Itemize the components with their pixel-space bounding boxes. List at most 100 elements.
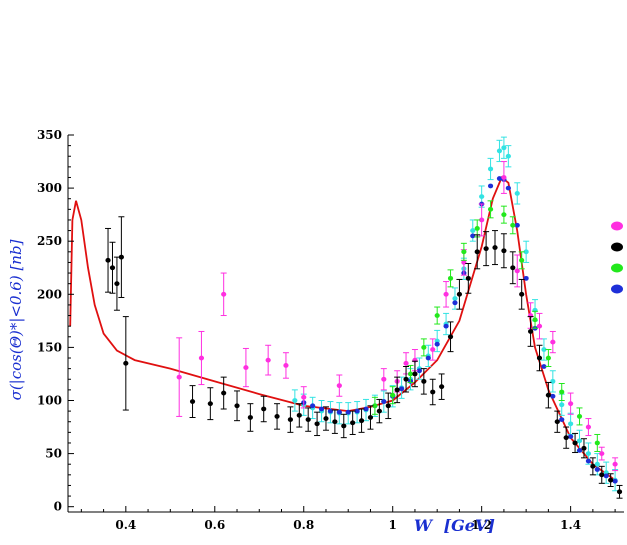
data-point [572, 440, 578, 446]
data-point [456, 291, 463, 297]
data-point [430, 389, 436, 395]
data-point [550, 393, 556, 399]
data-point [501, 248, 507, 254]
data-point [536, 323, 543, 329]
data-point [198, 355, 205, 361]
data-point [545, 355, 551, 361]
data-point [372, 403, 378, 409]
data-point [105, 257, 111, 263]
data-point [376, 408, 382, 414]
data-point [221, 291, 227, 297]
data-point [447, 334, 454, 340]
data-point [585, 424, 592, 430]
data-point [287, 417, 293, 423]
data-point [358, 418, 365, 424]
data-point [496, 176, 503, 181]
data-point [189, 399, 196, 404]
data-point [403, 376, 409, 382]
legend-marker [611, 284, 623, 294]
data-point [568, 401, 574, 407]
data-point [559, 402, 565, 408]
data-point [394, 387, 400, 393]
data-point [314, 421, 320, 427]
data-point [465, 275, 471, 281]
data-point [563, 435, 569, 441]
data-point [207, 401, 213, 407]
data-point [541, 364, 547, 369]
data-point [545, 392, 551, 398]
data-point [434, 341, 440, 347]
data-point [403, 360, 409, 366]
y-tick-label: 50 [45, 447, 62, 461]
data-point [381, 399, 387, 404]
data-point [452, 300, 458, 306]
data-point [519, 291, 525, 297]
x-tick-label: 1.4 [560, 518, 581, 532]
data-point [336, 383, 342, 389]
data-point [301, 394, 307, 400]
data-point [283, 363, 289, 368]
data-point [430, 347, 436, 352]
data-point [505, 185, 511, 191]
data-point [443, 323, 449, 329]
data-point [345, 409, 351, 415]
x-tick-label: 0.4 [115, 518, 136, 532]
data-point [385, 403, 391, 409]
data-point [519, 257, 525, 263]
data-point [523, 275, 529, 281]
data-point [568, 434, 574, 439]
data-point [501, 212, 507, 218]
x-tick-label: 1 [389, 518, 397, 532]
data-point [434, 313, 440, 318]
data-point [550, 339, 556, 345]
data-point [487, 166, 494, 172]
data-point [310, 403, 316, 409]
data-point [407, 371, 414, 377]
data-point [576, 414, 583, 419]
data-point [452, 296, 458, 301]
data-point [425, 355, 431, 361]
data-point [554, 419, 560, 425]
y-tick-label: 100 [37, 393, 62, 407]
data-point [443, 291, 449, 297]
data-point [568, 421, 574, 427]
data-point [523, 249, 529, 255]
series-layer [69, 136, 623, 499]
data-point [510, 265, 516, 271]
x-tick-label: 0.8 [293, 518, 314, 532]
data-point [221, 390, 227, 396]
data-point [354, 408, 360, 414]
data-point [594, 467, 600, 472]
y-tick-label: 200 [37, 287, 62, 301]
x-tick-label: 0.6 [204, 518, 225, 532]
data-point [590, 463, 596, 469]
axes-layer: 0 50 100 150 200 250 300 350 0.4 0.6 0.8 1 1.2 1.4 [37, 128, 624, 532]
model-curve-line [69, 176, 616, 481]
data-point [576, 448, 583, 453]
data-point [612, 461, 618, 467]
data-point [118, 254, 124, 260]
data-point [318, 406, 325, 412]
series-0 [69, 176, 616, 481]
data-point [390, 392, 396, 398]
data-point [367, 415, 374, 420]
data-point [421, 344, 427, 350]
data-point [274, 414, 280, 419]
data-point [261, 406, 267, 412]
data-point [510, 222, 516, 228]
data-point [305, 417, 311, 423]
data-point [327, 408, 334, 414]
data-point [585, 458, 592, 464]
data-point [109, 265, 116, 271]
data-point [265, 357, 271, 363]
data-point [514, 268, 520, 274]
data-point [247, 415, 253, 420]
data-point [416, 368, 422, 374]
data-point [603, 473, 609, 479]
data-point [470, 228, 476, 233]
x-axis-label-unit: [GeV] [444, 516, 495, 535]
data-point [474, 249, 480, 255]
data-point [234, 403, 240, 409]
data-point [412, 371, 418, 377]
data-point [559, 417, 565, 423]
